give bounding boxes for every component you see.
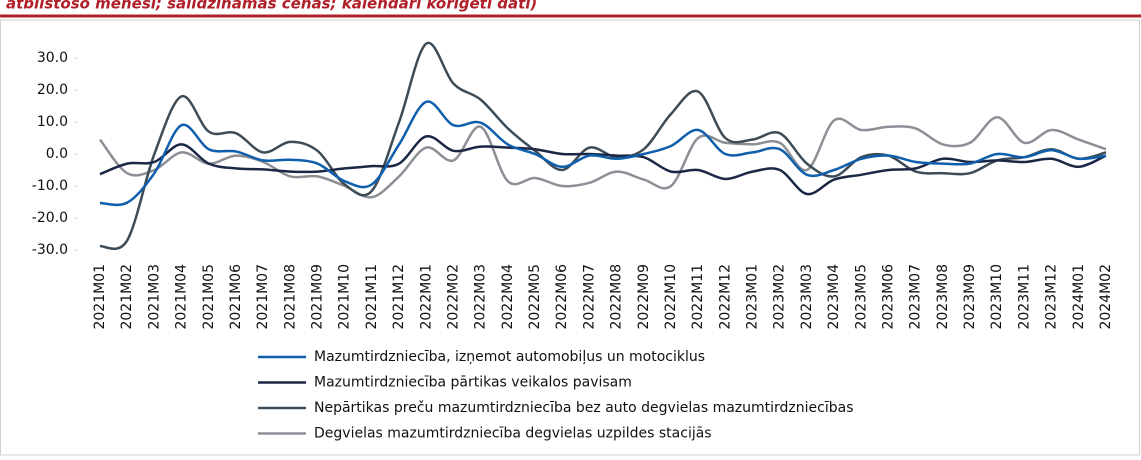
x-tick-label: 2022M03	[473, 264, 489, 330]
x-tick-label: 2022M01	[418, 264, 434, 330]
y-tick-label: 10.0	[37, 114, 68, 130]
chart-frame	[0, 19, 1140, 456]
x-tick-label: 2022M05	[527, 264, 543, 330]
y-tick-label: -20.0	[32, 210, 68, 226]
x-tick-label: 2023M11	[1016, 264, 1032, 330]
series-line	[99, 115, 1107, 199]
x-tick-label: 2021M04	[174, 264, 190, 330]
y-tick-label: -30.0	[32, 242, 68, 258]
x-tick-label: 2021M07	[255, 264, 271, 330]
series-line	[99, 135, 1107, 196]
x-tick-label: 2022M06	[554, 264, 570, 330]
x-tick-label: 2021M11	[364, 264, 380, 330]
x-tick-label: 2021M01	[92, 264, 108, 330]
series-line	[99, 100, 1107, 207]
x-tick-label: 2021M02	[119, 264, 135, 330]
x-tick-label: 2022M11	[690, 264, 706, 330]
x-tick-label: 2023M09	[962, 264, 978, 330]
x-tick-label: 2023M07	[908, 264, 924, 330]
x-tick-label: 2023M04	[826, 264, 842, 330]
y-tick-label: 30.0	[37, 50, 68, 66]
x-tick-label: 2023M12	[1044, 264, 1060, 330]
legend-label: Degvielas mazumtirdzniecība degvielas uz…	[314, 426, 712, 442]
x-tick-label: 2021M06	[228, 264, 244, 330]
x-tick-label: 2022M02	[445, 264, 461, 330]
x-tick-label: 2023M03	[799, 264, 815, 330]
x-tick-label: 2023M06	[880, 264, 896, 330]
y-tick-label: 0.0	[46, 146, 68, 162]
x-tick-label: 2021M12	[391, 264, 407, 330]
x-tick-label: 2022M12	[717, 264, 733, 330]
x-tick-label: 2022M09	[636, 264, 652, 330]
x-tick-label: 2023M10	[989, 264, 1005, 330]
x-tick-label: 2021M05	[201, 264, 217, 330]
x-tick-label: 2022M08	[609, 264, 625, 330]
x-tick-label: 2022M10	[663, 264, 679, 330]
x-tick-label: 2023M01	[745, 264, 761, 330]
legend-label: Nepārtikas preču mazumtirdzniecība bez a…	[314, 400, 854, 416]
x-tick-label: 2021M09	[310, 264, 326, 330]
x-tick-label: 2021M03	[146, 264, 162, 330]
legend-label: Mazumtirdzniecība pārtikas veikalos pavi…	[314, 375, 632, 391]
x-tick-label: 2023M08	[935, 264, 951, 330]
x-tick-label: 2022M07	[581, 264, 597, 330]
y-tick-label: -10.0	[32, 178, 68, 194]
x-tick-label: 2023M05	[853, 264, 869, 330]
y-tick-label: 20.0	[37, 82, 68, 98]
x-tick-label: 2024M02	[1098, 264, 1114, 330]
chart-title: atbilstošo mēnesi; salīdzināmās cenās; k…	[6, 0, 537, 13]
x-tick-label: 2023M02	[772, 264, 788, 330]
x-tick-label: 2024M01	[1071, 264, 1087, 330]
x-tick-label: 2021M08	[282, 264, 298, 330]
x-tick-label: 2021M10	[337, 264, 353, 330]
x-tick-label: 2022M04	[500, 264, 516, 330]
series-line	[99, 41, 1107, 250]
legend-label: Mazumtirdzniecība, izņemot automobiļus u…	[314, 349, 705, 365]
